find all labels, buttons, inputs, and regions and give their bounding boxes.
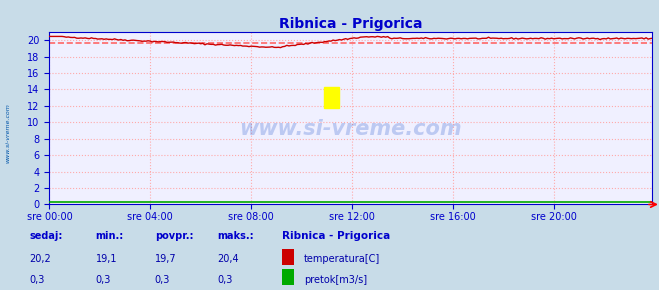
Title: Ribnica - Prigorica: Ribnica - Prigorica bbox=[279, 17, 422, 31]
Text: 19,7: 19,7 bbox=[155, 254, 177, 264]
Bar bbox=[324, 87, 339, 108]
Text: 0,3: 0,3 bbox=[96, 275, 111, 285]
Text: maks.:: maks.: bbox=[217, 231, 254, 241]
Text: 0,3: 0,3 bbox=[217, 275, 233, 285]
Text: sedaj:: sedaj: bbox=[30, 231, 63, 241]
Text: pretok[m3/s]: pretok[m3/s] bbox=[304, 275, 367, 285]
Text: www.si-vreme.com: www.si-vreme.com bbox=[240, 119, 462, 139]
Text: 20,2: 20,2 bbox=[30, 254, 51, 264]
Text: povpr.:: povpr.: bbox=[155, 231, 193, 241]
Text: www.si-vreme.com: www.si-vreme.com bbox=[5, 104, 11, 163]
Text: 20,4: 20,4 bbox=[217, 254, 239, 264]
Text: min.:: min.: bbox=[96, 231, 124, 241]
Text: 0,3: 0,3 bbox=[30, 275, 45, 285]
Text: 0,3: 0,3 bbox=[155, 275, 170, 285]
Bar bbox=[324, 87, 339, 108]
Text: 19,1: 19,1 bbox=[96, 254, 117, 264]
Text: Ribnica - Prigorica: Ribnica - Prigorica bbox=[282, 231, 390, 241]
Text: temperatura[C]: temperatura[C] bbox=[304, 254, 380, 264]
